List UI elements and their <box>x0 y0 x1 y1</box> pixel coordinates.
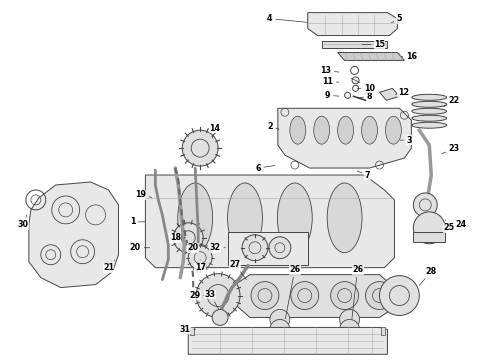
Ellipse shape <box>412 101 447 107</box>
Text: 4: 4 <box>267 14 307 23</box>
Text: 23: 23 <box>442 144 460 154</box>
Ellipse shape <box>227 183 263 253</box>
Bar <box>414 232 445 242</box>
Text: 30: 30 <box>17 215 28 229</box>
Text: 15: 15 <box>362 40 385 49</box>
Circle shape <box>242 235 268 261</box>
Text: 20: 20 <box>185 243 199 254</box>
Ellipse shape <box>412 122 447 128</box>
Circle shape <box>173 223 203 253</box>
Text: 6: 6 <box>255 163 275 172</box>
Circle shape <box>331 282 359 310</box>
Polygon shape <box>338 53 404 60</box>
Ellipse shape <box>178 183 213 253</box>
Text: 31: 31 <box>180 325 196 334</box>
Circle shape <box>212 310 228 325</box>
Circle shape <box>196 274 240 318</box>
Circle shape <box>340 310 360 329</box>
Polygon shape <box>188 328 388 354</box>
Text: 9: 9 <box>325 91 339 100</box>
Circle shape <box>379 276 419 315</box>
Ellipse shape <box>412 94 447 100</box>
Polygon shape <box>278 108 412 168</box>
Polygon shape <box>308 13 397 36</box>
Ellipse shape <box>338 116 354 144</box>
Polygon shape <box>29 182 119 288</box>
Circle shape <box>291 282 318 310</box>
Ellipse shape <box>412 115 447 121</box>
Text: 32: 32 <box>210 243 225 252</box>
Ellipse shape <box>412 108 447 114</box>
Text: 25: 25 <box>443 220 455 232</box>
Text: 2: 2 <box>267 122 279 131</box>
Text: 13: 13 <box>320 66 339 75</box>
Bar <box>382 328 386 336</box>
Text: 1: 1 <box>130 217 146 226</box>
Ellipse shape <box>277 183 312 253</box>
Text: 18: 18 <box>170 233 185 242</box>
Text: 28: 28 <box>419 267 437 285</box>
Text: 20: 20 <box>130 243 149 252</box>
Circle shape <box>188 246 212 270</box>
Polygon shape <box>235 275 394 318</box>
Circle shape <box>270 310 290 329</box>
Polygon shape <box>379 88 399 100</box>
Polygon shape <box>322 41 388 48</box>
Ellipse shape <box>362 116 377 144</box>
Circle shape <box>366 282 393 310</box>
Text: 33: 33 <box>205 290 219 309</box>
Circle shape <box>251 282 279 310</box>
Circle shape <box>182 130 218 166</box>
Text: 19: 19 <box>135 190 151 199</box>
Text: 16: 16 <box>401 52 417 61</box>
Bar <box>190 328 194 336</box>
Polygon shape <box>146 175 394 268</box>
Text: 3: 3 <box>400 136 412 145</box>
Text: 27: 27 <box>229 260 246 279</box>
Text: 29: 29 <box>190 291 205 300</box>
Text: 11: 11 <box>322 77 339 86</box>
Text: 5: 5 <box>392 14 402 23</box>
Circle shape <box>269 237 291 259</box>
Text: 17: 17 <box>195 260 206 272</box>
Text: 26: 26 <box>285 265 300 319</box>
Text: 12: 12 <box>395 88 409 97</box>
Circle shape <box>414 193 437 217</box>
Text: 22: 22 <box>443 96 460 107</box>
Ellipse shape <box>327 183 362 253</box>
Ellipse shape <box>386 116 401 144</box>
Circle shape <box>270 319 290 339</box>
Text: 21: 21 <box>103 260 115 272</box>
Text: 24: 24 <box>450 220 467 229</box>
Ellipse shape <box>290 116 306 144</box>
Text: 7: 7 <box>357 171 370 180</box>
Circle shape <box>340 319 360 339</box>
Circle shape <box>414 212 445 244</box>
Text: 10: 10 <box>357 84 375 93</box>
Text: 26: 26 <box>352 265 363 319</box>
Text: 8: 8 <box>357 92 372 101</box>
Text: 14: 14 <box>210 124 220 138</box>
Polygon shape <box>228 232 308 265</box>
Ellipse shape <box>314 116 330 144</box>
